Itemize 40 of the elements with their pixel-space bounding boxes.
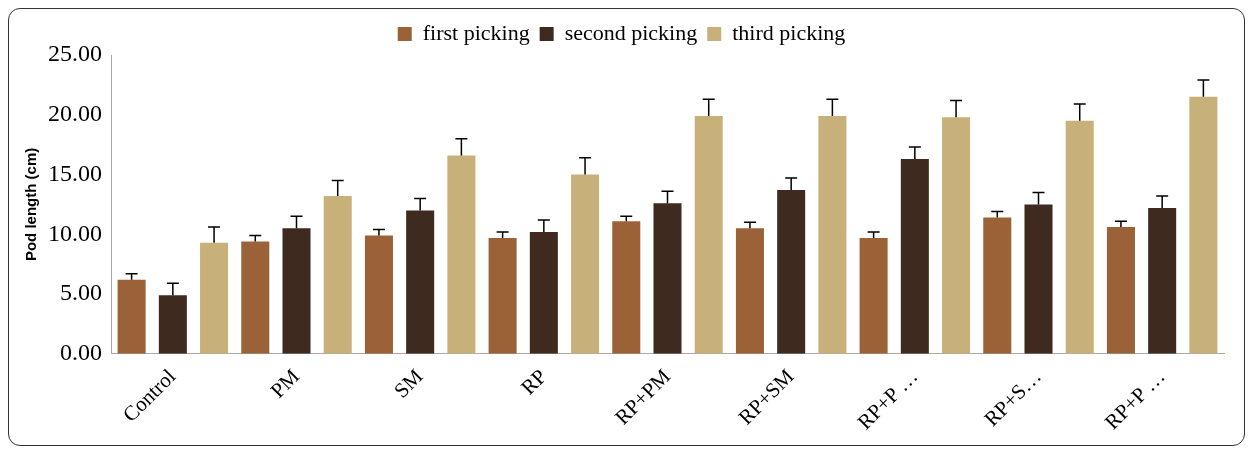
bar: [735, 228, 764, 354]
legend-label: third picking: [732, 19, 846, 45]
bar: [282, 228, 311, 354]
y-tick-label: 5.00: [60, 279, 102, 306]
y-tick-label: 15.00: [48, 159, 102, 186]
bar: [323, 196, 352, 354]
x-tick-label: RP: [516, 364, 552, 400]
bar: [1106, 227, 1135, 354]
bar: [653, 203, 682, 354]
y-tick-label: 10.00: [48, 219, 102, 246]
bar: [488, 237, 517, 354]
bar: [241, 241, 270, 354]
bar: [777, 190, 806, 354]
bar: [117, 279, 146, 354]
bar: [1024, 204, 1053, 354]
bar: [447, 155, 476, 354]
x-tick-label: PM: [265, 363, 305, 403]
bar: [1148, 208, 1177, 354]
bar: [900, 158, 929, 354]
bar: [859, 237, 888, 354]
bar: [942, 117, 971, 354]
y-tick-label: 0.00: [60, 339, 102, 366]
bar: [364, 235, 393, 354]
bar: [694, 115, 723, 354]
bar: [1189, 96, 1218, 354]
legend-label: second picking: [564, 19, 698, 45]
bar: [406, 210, 435, 354]
bar: [818, 115, 847, 354]
y-tick-label: 25.00: [48, 40, 102, 67]
x-tick-label: SM: [389, 363, 428, 403]
bar: [529, 231, 558, 354]
bar: [158, 295, 187, 354]
y-tick-label: 20.00: [48, 100, 102, 127]
legend-label: first picking: [422, 19, 530, 45]
y-axis-title: Pod length (cm): [22, 147, 40, 262]
bar: [200, 242, 229, 354]
bar: [571, 174, 600, 354]
bar: [983, 217, 1012, 354]
bar: [1065, 120, 1094, 354]
bar: [612, 221, 641, 354]
